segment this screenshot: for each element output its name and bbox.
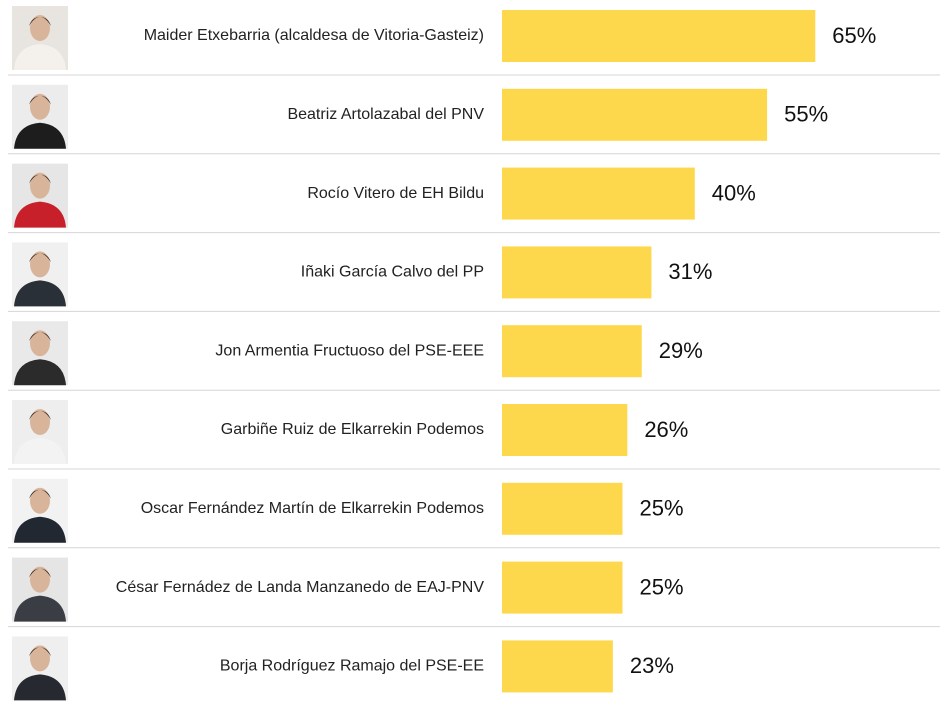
bar	[502, 562, 623, 614]
bar	[502, 168, 695, 220]
value-label: 40%	[712, 180, 756, 205]
value-label: 31%	[668, 259, 712, 284]
photo	[12, 6, 68, 70]
chart: Maider Etxebarria (alcaldesa de Vitoria-…	[0, 0, 943, 701]
category-label: Maider Etxebarria (alcaldesa de Vitoria-…	[144, 27, 484, 44]
value-label: 55%	[784, 102, 828, 127]
photo	[12, 242, 68, 306]
photo	[12, 558, 68, 622]
bar	[502, 89, 767, 141]
photo-head	[30, 251, 50, 277]
photo-head	[30, 94, 50, 120]
photo-head	[30, 15, 50, 41]
bar	[502, 246, 651, 298]
category-label: Oscar Fernández Martín de Elkarrekin Pod…	[141, 500, 484, 517]
category-label: Beatriz Artolazabal del PNV	[287, 106, 484, 123]
photo	[12, 321, 68, 385]
category-label: Jon Armentia Fructuoso del PSE-EEE	[215, 342, 484, 359]
photo	[12, 479, 68, 543]
value-label: 65%	[832, 23, 876, 48]
photo-head	[30, 567, 50, 593]
bar	[502, 483, 623, 535]
photo	[12, 636, 68, 700]
photo-head	[30, 173, 50, 199]
category-label: César Fernádez de Landa Manzanedo de EAJ…	[116, 579, 485, 596]
photo	[12, 85, 68, 149]
value-label: 26%	[644, 417, 688, 442]
photo	[12, 400, 68, 464]
photo-head	[30, 409, 50, 435]
bar	[502, 10, 815, 62]
bar	[502, 404, 627, 456]
category-label: Borja Rodríguez Ramajo del PSE-EE	[220, 658, 484, 675]
photo	[12, 164, 68, 228]
bar	[502, 325, 642, 377]
category-label: Iñaki García Calvo del PP	[301, 264, 484, 281]
category-label: Rocío Vitero de EH Bildu	[307, 185, 484, 202]
value-label: 29%	[659, 338, 703, 363]
bar	[502, 640, 613, 692]
value-label: 25%	[640, 574, 684, 599]
photo-head	[30, 645, 50, 671]
value-label: 25%	[640, 496, 684, 521]
value-label: 23%	[630, 653, 674, 678]
category-label: Garbiñe Ruiz de Elkarrekin Podemos	[221, 421, 484, 438]
photo-head	[30, 488, 50, 514]
photo-head	[30, 330, 50, 356]
